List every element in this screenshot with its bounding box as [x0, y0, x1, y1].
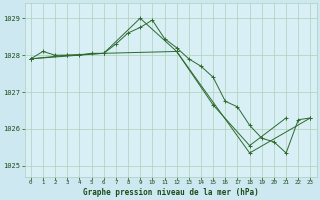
X-axis label: Graphe pression niveau de la mer (hPa): Graphe pression niveau de la mer (hPa) — [83, 188, 259, 197]
